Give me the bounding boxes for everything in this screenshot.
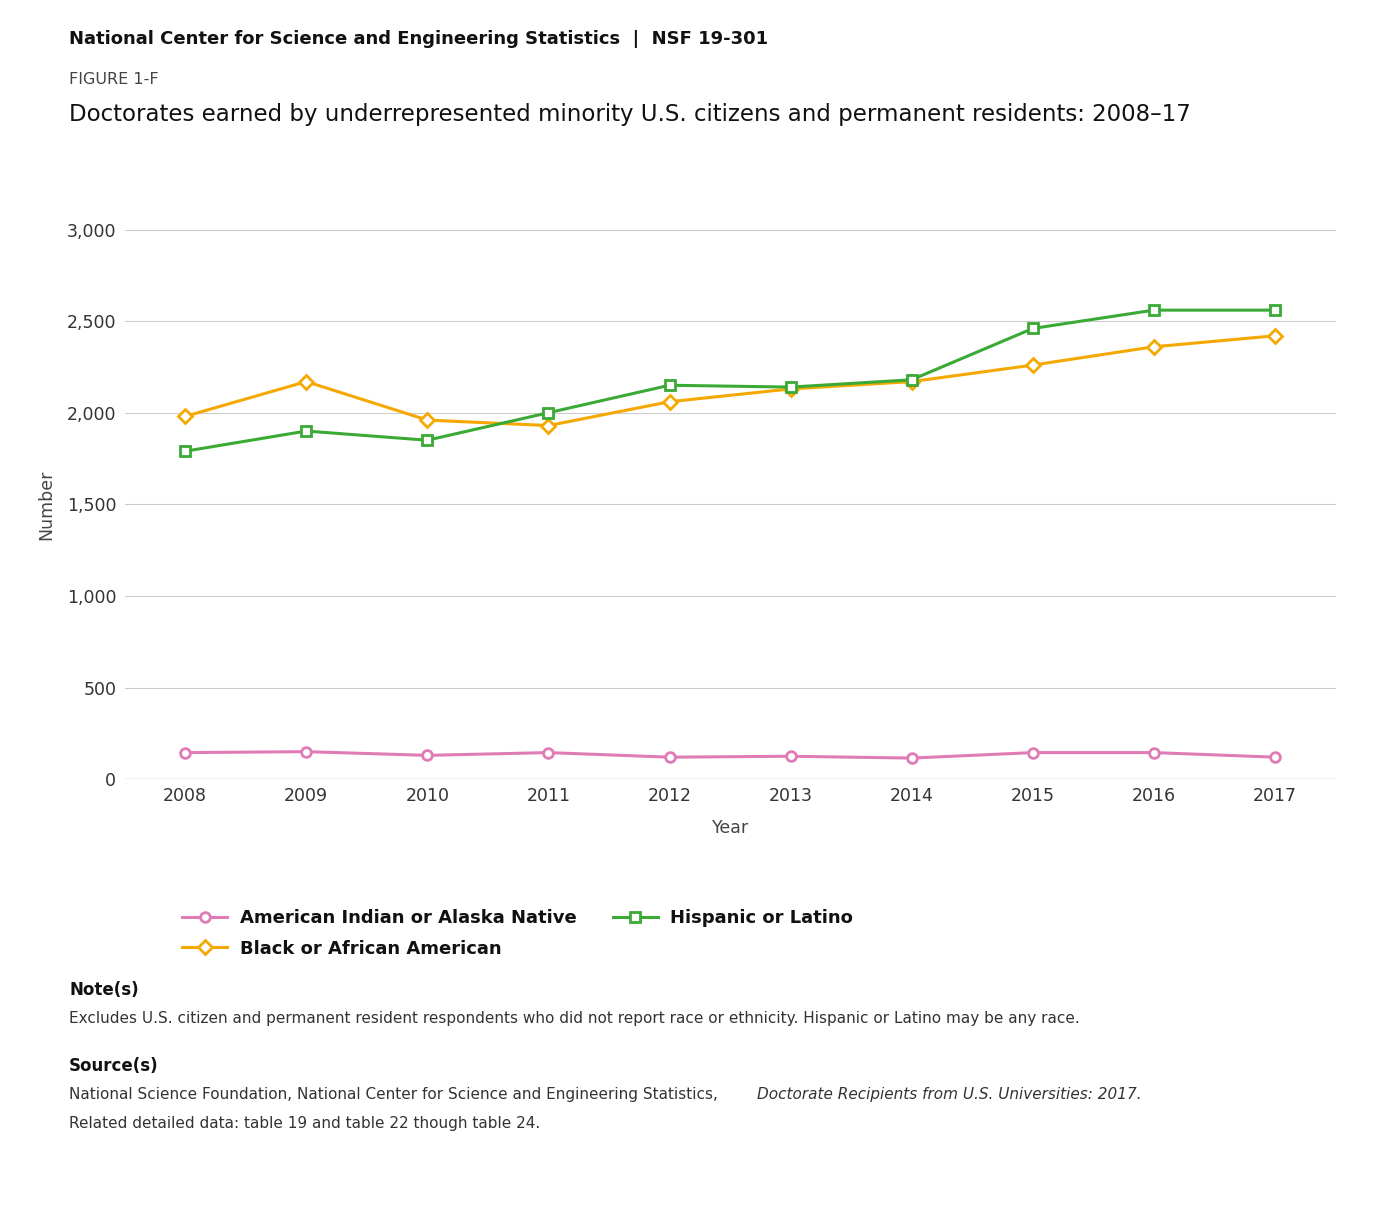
Text: FIGURE 1-F: FIGURE 1-F — [69, 72, 159, 87]
Text: Related detailed data: table 19 and table 22 though table 24.: Related detailed data: table 19 and tabl… — [69, 1116, 540, 1131]
Text: National Center for Science and Engineering Statistics  |  NSF 19-301: National Center for Science and Engineer… — [69, 30, 768, 48]
X-axis label: Year: Year — [711, 819, 749, 837]
Text: Source(s): Source(s) — [69, 1057, 159, 1075]
Text: Note(s): Note(s) — [69, 981, 138, 999]
Text: Doctorates earned by underrepresented minority U.S. citizens and permanent resid: Doctorates earned by underrepresented mi… — [69, 103, 1192, 126]
Text: Excludes U.S. citizen and permanent resident respondents who did not report race: Excludes U.S. citizen and permanent resi… — [69, 1011, 1080, 1026]
Y-axis label: Number: Number — [37, 469, 55, 540]
Text: National Science Foundation, National Center for Science and Engineering Statist: National Science Foundation, National Ce… — [69, 1087, 722, 1102]
Legend: American Indian or Alaska Native, Black or African American, Hispanic or Latino: American Indian or Alaska Native, Black … — [183, 910, 854, 958]
Text: Doctorate Recipients from U.S. Universities: 2017.: Doctorate Recipients from U.S. Universit… — [757, 1087, 1142, 1102]
